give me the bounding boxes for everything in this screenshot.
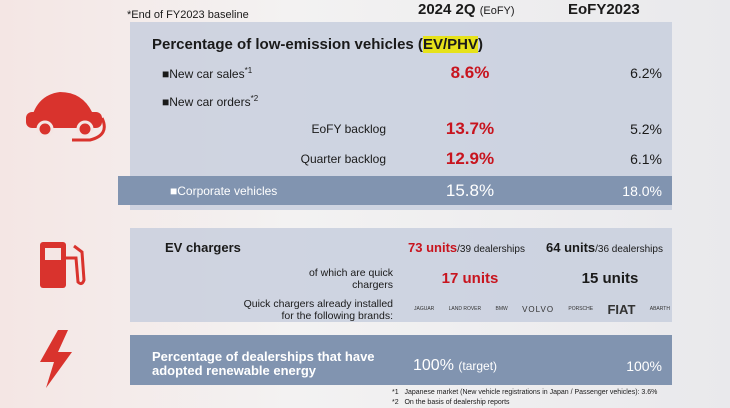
quick-current: 17 units: [441, 270, 499, 287]
note: (target): [458, 359, 498, 373]
brand-logo: BMW: [495, 306, 508, 312]
brand-logo: FIAT: [607, 301, 636, 317]
dealers: /39 dealerships: [457, 244, 525, 255]
value-previous: 6.1%: [630, 151, 662, 167]
value-previous: 6.2%: [630, 65, 662, 81]
brand-logos: JAGUAR LAND ROVER BMW VOLVO PORSCHE FIAT ABART…: [414, 298, 670, 320]
row-label: ■New car orders*2: [162, 94, 258, 109]
col-current: 2024 2Q (EoFY): [418, 1, 515, 18]
label-text: ■New car orders: [162, 95, 251, 109]
renewable-band: [130, 335, 672, 385]
quick-previous: 15 units: [581, 270, 639, 287]
value-current: 8.6%: [450, 63, 490, 82]
label-text: ■New car sales: [162, 67, 245, 81]
renewable-previous: 100%: [626, 358, 662, 374]
corporate-previous: 18.0%: [622, 183, 662, 199]
footnote: *1 Japanese market (New vehicle registra…: [392, 389, 657, 396]
brands-label: Quick chargers already installed for the …: [200, 298, 393, 322]
col-previous: EoFY2023: [568, 1, 640, 18]
row-label: Quarter backlog: [300, 152, 386, 166]
baseline-note: *End of FY2023 baseline: [127, 9, 249, 21]
panel-chargers: [130, 228, 672, 322]
title-suffix: ): [477, 36, 483, 53]
text: Japanese market (New vehicle registratio…: [404, 389, 658, 396]
value-current: 12.9%: [445, 149, 495, 168]
line: adopted renewable energy: [152, 363, 316, 378]
dealers: /36 dealerships: [595, 244, 663, 255]
line: Quick chargers already installed: [243, 298, 393, 310]
footnote: *2 On the basis of dealership reports: [392, 399, 510, 406]
line: for the following brands:: [281, 310, 393, 322]
line: of which are quick: [308, 267, 393, 279]
chargers-current: 73 units/39 dealerships: [408, 240, 525, 255]
quick-label: of which are quick chargers: [240, 267, 393, 291]
line: Percentage of dealerships that have: [152, 349, 375, 364]
brand-logo: PORSCHE: [568, 306, 594, 312]
note: *1: [244, 66, 253, 75]
pump-window: [45, 248, 61, 260]
mark: *1: [392, 389, 399, 396]
chargers-label: EV chargers: [165, 240, 241, 255]
hose: [66, 244, 86, 286]
line: chargers: [352, 279, 393, 291]
row-label: ■New car sales*1: [162, 66, 252, 81]
value-previous: 5.2%: [630, 121, 662, 137]
value-current: 13.7%: [445, 119, 495, 138]
note: *2: [250, 94, 259, 103]
cable: [72, 117, 106, 142]
wheel: [76, 120, 94, 138]
bolt-icon: [40, 330, 72, 388]
brand-logo: VOLVO: [522, 304, 555, 314]
corporate-current: 15.8%: [445, 181, 495, 200]
col-current-note: (EoFY): [479, 5, 515, 17]
units: 64 units: [546, 240, 596, 255]
text: On the basis of dealership reports: [404, 399, 510, 406]
corporate-band: [118, 176, 672, 205]
brand-logo: LAND ROVER: [448, 306, 482, 312]
row-label: EoFY backlog: [311, 122, 387, 136]
low-emission-title: Percentage of low-emission vehicles (EV/…: [152, 36, 483, 53]
title-highlight: EV/PHV: [422, 36, 478, 53]
brand-logo: ABARTH: [649, 306, 670, 312]
corporate-label: ■Corporate vehicles: [170, 184, 278, 198]
value: 100%: [413, 357, 454, 374]
units: 73 units: [408, 240, 458, 255]
title-prefix: Percentage of low-emission vehicles (: [152, 36, 423, 53]
mark: *2: [392, 399, 399, 406]
wheel: [36, 120, 54, 138]
renewable-label: Percentage of dealerships that have adopt…: [152, 350, 375, 378]
brand-logo: JAGUAR: [414, 306, 435, 312]
renewable-current: 100% (target): [413, 357, 497, 375]
col-current-text: 2024 2Q: [418, 1, 476, 18]
chargers-previous: 64 units/36 dealerships: [546, 240, 663, 255]
